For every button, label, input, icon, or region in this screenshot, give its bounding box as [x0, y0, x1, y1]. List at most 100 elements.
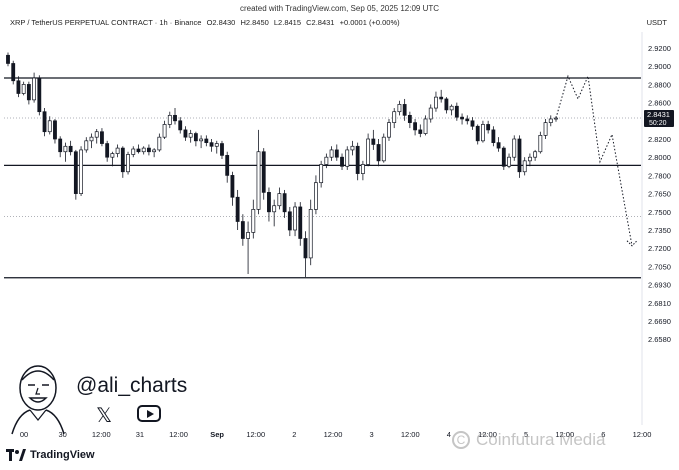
x-tick-label: 12:00 — [633, 430, 652, 439]
candle-up — [507, 156, 511, 167]
candle-up — [21, 84, 26, 94]
candle-up — [157, 136, 162, 151]
price-tag-value: 2.8431 — [647, 110, 670, 119]
candle-down — [235, 196, 240, 222]
candle-up — [63, 145, 68, 153]
x-tick-label: 31 — [136, 430, 144, 439]
watermark: C Coinfutura Media — [452, 430, 605, 450]
candle-up — [449, 105, 454, 111]
x-tick-label: 00 — [20, 430, 28, 439]
candle-up — [47, 120, 52, 133]
candle-up — [329, 149, 334, 158]
ohlc-open: O2.8430 — [206, 18, 236, 27]
price-tag — [644, 109, 674, 127]
candle-up — [522, 160, 527, 173]
candle-down — [334, 149, 339, 158]
candle-up — [428, 107, 433, 120]
candle-down — [470, 120, 475, 127]
y-tick-label: 2.7050 — [648, 262, 671, 271]
candle-down — [444, 98, 449, 111]
candle-down — [6, 54, 10, 64]
candle-up — [251, 209, 256, 233]
symbol-title[interactable]: XRP / TetherUS PERPETUAL CONTRACT · 1h ·… — [10, 18, 202, 27]
candle-up — [533, 151, 538, 158]
candle-up — [110, 153, 115, 158]
candle-up — [423, 118, 428, 134]
x-tick-label: 12:00 — [92, 430, 111, 439]
candle-up — [277, 193, 282, 207]
candle-up — [256, 151, 261, 210]
candle-down — [230, 175, 235, 198]
candle-up — [392, 111, 397, 123]
candle-up — [554, 117, 558, 120]
candle-down — [407, 114, 412, 123]
x-tick-label: 12:00 — [555, 430, 574, 439]
candle-down — [376, 144, 381, 162]
candle-up — [481, 124, 485, 142]
candle-down — [402, 104, 407, 116]
candle-down — [465, 118, 470, 122]
candle-down — [100, 131, 104, 144]
x-tick-label: 12:00 — [246, 430, 265, 439]
ohlc-change: +0.0001 (+0.00%) — [339, 18, 400, 27]
x-icon[interactable]: 𝕏 — [96, 405, 113, 427]
y-tick-label: 2.7200 — [648, 244, 671, 253]
candle-down — [173, 114, 177, 122]
x-tick-label: 12:00 — [169, 430, 188, 439]
candle-down — [209, 142, 214, 147]
candle-down — [53, 120, 57, 140]
candle-down — [501, 147, 506, 167]
candle-up — [79, 149, 83, 194]
created-caption: created with TradingView.com, Sep 05, 20… — [239, 4, 440, 13]
watermark-text: Coinfutura Media — [476, 430, 606, 449]
projection-path — [555, 74, 633, 246]
copyright-icon: C — [452, 431, 470, 449]
candle-down — [413, 122, 418, 131]
y-tick-label: 2.7650 — [648, 190, 671, 199]
author-handle[interactable]: @ali_charts — [76, 374, 188, 397]
y-tick-label: 2.9000 — [648, 62, 671, 71]
candle-up — [293, 206, 297, 231]
candle-down — [298, 206, 303, 239]
candle-down — [42, 111, 47, 133]
projection-arrowhead — [626, 240, 638, 247]
candle-down — [439, 96, 444, 100]
x-tick-label: 30 — [58, 430, 66, 439]
candle-down — [496, 142, 501, 149]
candle-down — [178, 120, 183, 131]
x-tick-label: 12:00 — [478, 430, 497, 439]
candle-up — [319, 164, 324, 184]
ohlc-high: H2.8450 — [240, 18, 269, 27]
x-tick-label: 3 — [370, 430, 374, 439]
candle-down — [418, 129, 423, 134]
candle-down — [26, 84, 31, 101]
y-tick-label: 2.7350 — [648, 226, 671, 235]
youtube-icon[interactable] — [137, 405, 161, 422]
candle-up — [246, 232, 250, 239]
ohlc-low: L2.8415 — [273, 18, 302, 27]
y-tick-label: 2.6580 — [648, 335, 671, 344]
candle-down — [204, 138, 209, 143]
price-tag-countdown: 50:20 — [649, 120, 667, 127]
x-tick-label: 2 — [292, 430, 296, 439]
tradingview-logo[interactable]: TradingView — [6, 449, 95, 461]
candle-up — [538, 135, 543, 153]
candle-up — [126, 154, 130, 173]
candle-up — [188, 133, 193, 138]
y-tick-label: 2.7500 — [648, 208, 671, 217]
candle-up — [324, 156, 329, 165]
candle-up — [381, 136, 386, 162]
candle-down — [105, 143, 110, 158]
candle-down — [240, 221, 245, 239]
candle-down — [261, 151, 266, 193]
candle-up — [214, 143, 219, 147]
tradingview-logo-icon — [6, 449, 26, 461]
candle-up — [94, 131, 99, 138]
candle-down — [68, 145, 73, 153]
candle-down — [355, 145, 360, 174]
candle-down — [475, 125, 480, 142]
candle-down — [371, 138, 376, 145]
ohlc-close: C2.8431 — [306, 18, 335, 27]
candle-up — [308, 209, 313, 259]
